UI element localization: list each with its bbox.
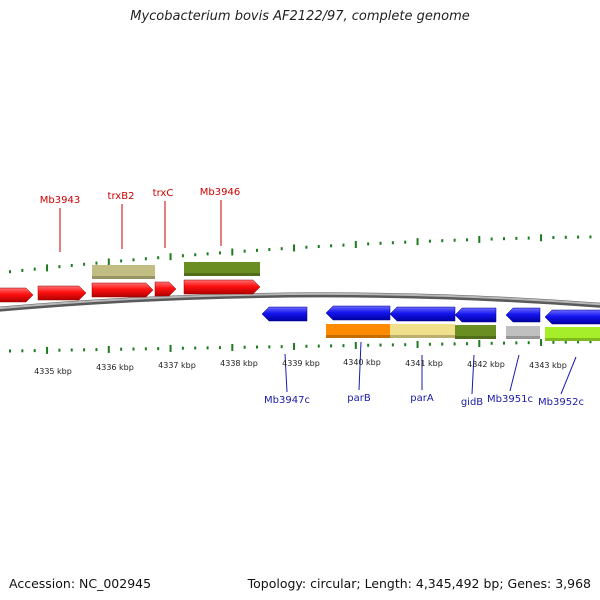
gene-arrow (183, 279, 261, 295)
gene-label-para: parA (410, 393, 434, 404)
scale-labels: 4335 kbp 4336 kbp 4337 kbp 4338 kbp 4339 kbp… (34, 358, 567, 376)
genome-backbone (0, 292, 600, 312)
scale-label: 4335 kbp (34, 367, 72, 376)
scale-label: 4340 kbp (343, 358, 381, 367)
gene-arrow (389, 306, 456, 322)
gene-label-trxc: trxC (153, 188, 174, 199)
gene-arrow (37, 285, 87, 301)
scale-label: 4337 kbp (158, 361, 196, 370)
gene-arrow (544, 309, 600, 325)
cog-block (326, 324, 390, 338)
gene-labels: Mb3943 trxB2 trxC Mb3946 Mb3947c parB parA gidB… (40, 187, 584, 408)
map-title: Mycobacterium bovis AF2122/97, complete … (130, 9, 470, 24)
gene-label-trxb2: trxB2 (108, 191, 135, 202)
cog-block (390, 324, 455, 338)
accession-label: Accession: NC_002945 (9, 576, 152, 591)
gene-label-parb: parB (347, 393, 371, 404)
gene-arrow (505, 307, 541, 323)
genome-summary: Topology: circular; Length: 4,345,492 bp… (247, 576, 591, 591)
cog-category-blocks (92, 262, 600, 341)
cog-block (92, 265, 155, 279)
scale-label: 4343 kbp (529, 361, 567, 370)
cog-block (506, 326, 540, 339)
scale-label: 4338 kbp (220, 359, 258, 368)
scale-label: 4339 kbp (282, 359, 320, 368)
scale-label: 4341 kbp (405, 359, 443, 368)
gene-arrows (0, 279, 600, 325)
cog-block (455, 325, 496, 339)
gene-label-mb3943: Mb3943 (40, 195, 80, 206)
gene-arrow (91, 282, 154, 298)
gene-label-mb3952c: Mb3952c (538, 397, 584, 408)
gene-arrow (261, 306, 308, 322)
gene-arrow (325, 305, 391, 321)
gene-arrow (154, 281, 177, 297)
gene-label-mb3951c: Mb3951c (487, 394, 533, 405)
gene-arrow (454, 307, 497, 323)
gene-label-mb3946: Mb3946 (200, 187, 240, 198)
cog-block (184, 262, 260, 276)
gene-label-mb3947c: Mb3947c (264, 395, 310, 406)
gene-label-lines (59, 200, 577, 395)
cog-block (545, 327, 600, 341)
gene-arrow (0, 287, 34, 303)
scale-label: 4342 kbp (467, 360, 505, 369)
scale-ticks (9, 234, 592, 354)
scale-label: 4336 kbp (96, 363, 134, 372)
gene-label-gidb: gidB (461, 397, 483, 408)
